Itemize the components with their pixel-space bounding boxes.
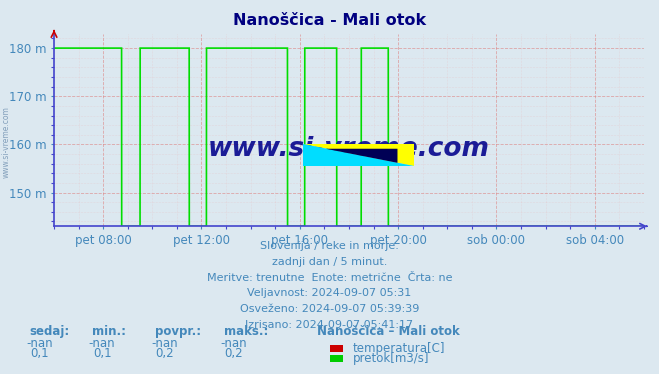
Text: min.:: min.: xyxy=(92,325,127,338)
Text: www.si-vreme.com: www.si-vreme.com xyxy=(208,136,490,162)
Text: zadnji dan / 5 minut.: zadnji dan / 5 minut. xyxy=(272,257,387,267)
Text: -nan: -nan xyxy=(221,337,247,350)
Text: Osveženo: 2024-09-07 05:39:39: Osveženo: 2024-09-07 05:39:39 xyxy=(240,304,419,314)
Text: temperatura[C]: temperatura[C] xyxy=(353,342,445,355)
Text: Veljavnost: 2024-09-07 05:31: Veljavnost: 2024-09-07 05:31 xyxy=(247,288,412,298)
Text: -nan: -nan xyxy=(152,337,178,350)
Text: Nanoščica - Mali otok: Nanoščica - Mali otok xyxy=(233,13,426,28)
Text: 0,2: 0,2 xyxy=(156,347,174,360)
Text: 0,1: 0,1 xyxy=(93,347,111,360)
Text: -nan: -nan xyxy=(89,337,115,350)
Text: Izrisano: 2024-09-07 05:41:17: Izrisano: 2024-09-07 05:41:17 xyxy=(245,320,414,330)
Text: Slovenija / reke in morje.: Slovenija / reke in morje. xyxy=(260,241,399,251)
Text: povpr.:: povpr.: xyxy=(155,325,201,338)
Text: 0,1: 0,1 xyxy=(30,347,49,360)
Text: maks.:: maks.: xyxy=(224,325,268,338)
Polygon shape xyxy=(304,144,414,166)
Text: sedaj:: sedaj: xyxy=(30,325,70,338)
Text: Meritve: trenutne  Enote: metrične  Črta: ne: Meritve: trenutne Enote: metrične Črta: … xyxy=(207,273,452,283)
Text: 0,2: 0,2 xyxy=(225,347,243,360)
Text: Nanoščica – Mali otok: Nanoščica – Mali otok xyxy=(318,325,460,338)
Text: -nan: -nan xyxy=(26,337,53,350)
Text: pretok[m3/s]: pretok[m3/s] xyxy=(353,352,429,365)
Polygon shape xyxy=(304,144,414,166)
Polygon shape xyxy=(326,149,397,163)
Text: www.si-vreme.com: www.si-vreme.com xyxy=(1,106,11,178)
